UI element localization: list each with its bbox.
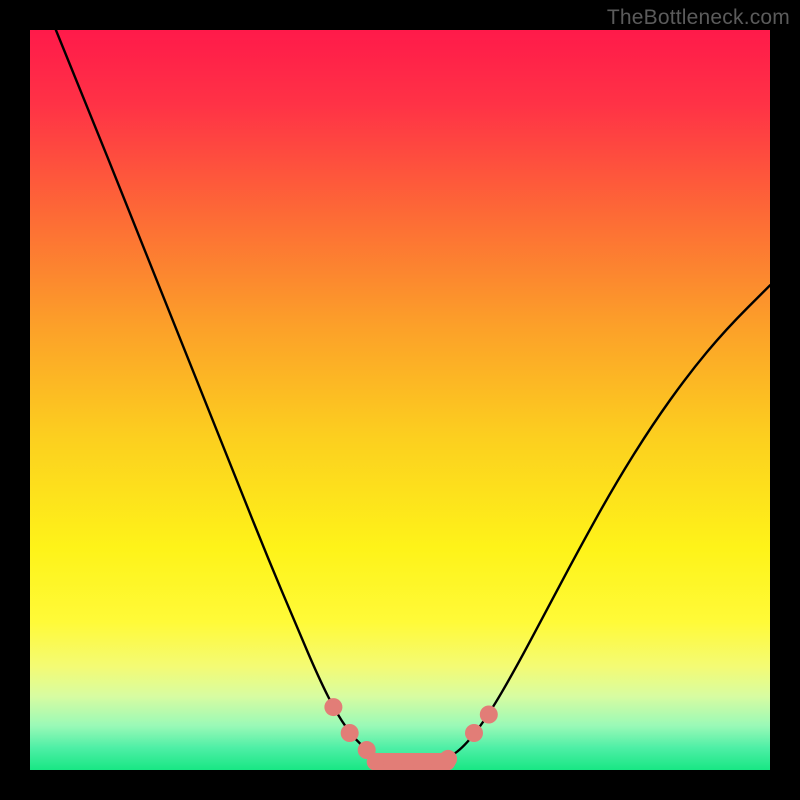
marker-point [341,724,359,742]
marker-point [465,724,483,742]
watermark-text: TheBottleneck.com [607,6,790,30]
chart-canvas: TheBottleneck.com [0,0,800,800]
chart-background [30,30,770,770]
marker-point [439,750,457,768]
marker-point [480,706,498,724]
marker-point [358,741,376,759]
plot-area [30,30,770,770]
marker-point [324,698,342,716]
bottleneck-chart-svg [30,30,770,770]
